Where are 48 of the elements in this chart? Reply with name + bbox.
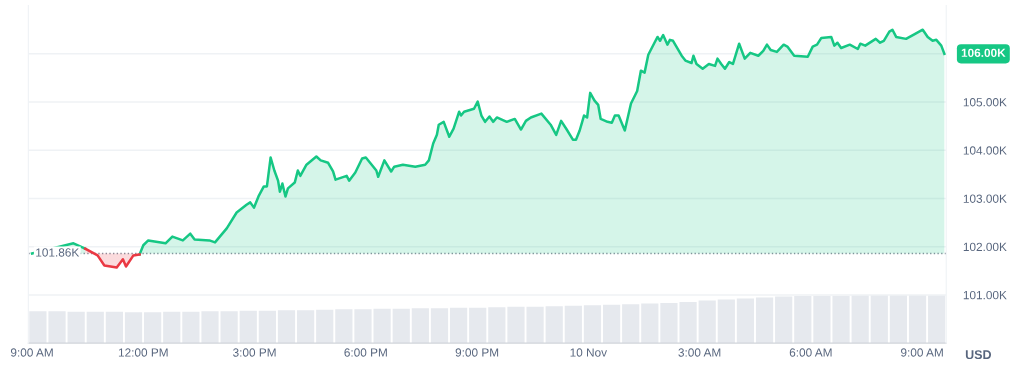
bar [449,307,468,344]
x-tick-label: 9:00 PM [455,348,499,357]
y-tick-label: 102.00K [963,242,1007,252]
bar [182,311,200,344]
bar [220,311,238,344]
x-tick-label: 12:00 PM [118,348,168,357]
x-tick-label: 3:00 AM [678,348,721,357]
bar [545,306,563,344]
bar [736,298,755,344]
bar [201,311,219,344]
bar [258,310,276,344]
bar [469,307,487,344]
x-tick-label: 9:00 AM [10,348,53,357]
bar [297,310,315,344]
bar [163,311,181,344]
bar [755,297,774,344]
y-tick-label: 103.00K [963,194,1007,203]
bar [564,305,582,344]
x-tick-label: 9:00 AM [901,348,943,357]
bar [392,308,410,344]
bar [144,312,162,344]
bar [67,311,85,344]
bar [239,310,257,344]
x-tick-label: 6:00 PM [344,348,387,357]
bar [698,300,716,344]
bar [124,312,143,344]
bar [641,303,659,344]
bar [105,311,123,344]
y-tick-label: 105.00K [963,98,1007,107]
bar [316,309,334,344]
ref-line-label: 101.86K [36,248,80,257]
y-tick-label: 101.00K [963,290,1007,300]
bar [583,305,602,344]
x-tick-label: 10 Nov [570,348,607,357]
bar [488,307,506,344]
bar [602,304,621,344]
bar [335,309,353,344]
y-tick-label: 104.00K [963,146,1007,155]
x-tick-label: 3:00 PM [233,348,276,357]
y-axis-title: USD [965,350,992,360]
bar [86,311,104,344]
x-tick-label: 6:00 AM [789,348,832,357]
bar [622,304,640,344]
bar [411,308,429,344]
bar [430,308,449,344]
bar [277,310,296,344]
annotation: 106.00K [961,48,1006,57]
bar [717,299,735,344]
